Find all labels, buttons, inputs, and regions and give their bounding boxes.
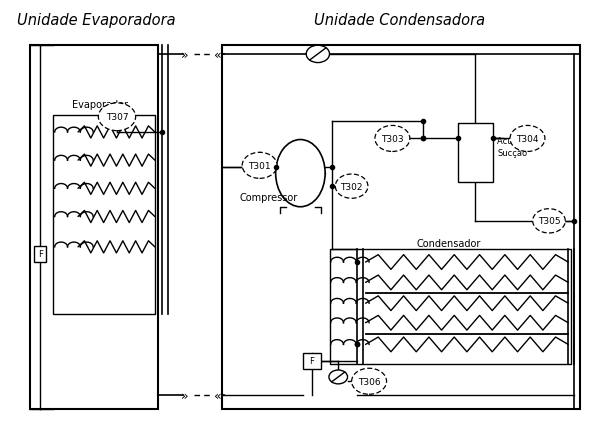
Bar xyxy=(222,46,580,410)
Text: Evaporador: Evaporador xyxy=(72,99,127,109)
Circle shape xyxy=(533,209,565,233)
Text: T304: T304 xyxy=(516,135,539,144)
Text: Unidade Condensadora: Unidade Condensadora xyxy=(314,13,485,28)
Circle shape xyxy=(375,126,410,152)
Bar xyxy=(53,115,155,314)
Circle shape xyxy=(329,370,347,384)
Text: T305: T305 xyxy=(538,217,560,226)
Circle shape xyxy=(352,368,386,395)
Text: «: « xyxy=(214,48,221,61)
Bar xyxy=(329,250,571,364)
Circle shape xyxy=(242,153,277,179)
Text: Unidade Evaporadora: Unidade Evaporadora xyxy=(17,13,176,28)
Circle shape xyxy=(335,174,368,199)
Text: Condensador: Condensador xyxy=(417,238,481,248)
Circle shape xyxy=(510,126,545,152)
Bar xyxy=(457,124,493,182)
Circle shape xyxy=(99,104,136,132)
Text: «: « xyxy=(214,389,221,402)
Ellipse shape xyxy=(276,140,325,207)
Text: Compressor: Compressor xyxy=(239,193,297,203)
Text: »: » xyxy=(181,389,189,402)
Bar xyxy=(303,353,321,369)
Text: Acum. de
Sucção: Acum. de Sucção xyxy=(497,137,537,158)
Text: T301: T301 xyxy=(248,161,271,171)
Text: F: F xyxy=(310,357,315,365)
Text: T302: T302 xyxy=(340,182,363,191)
Bar xyxy=(30,46,158,410)
Bar xyxy=(34,246,46,263)
Text: »: » xyxy=(181,48,189,61)
Text: F: F xyxy=(38,250,42,259)
Circle shape xyxy=(306,46,329,63)
Text: T303: T303 xyxy=(381,135,404,144)
Text: T306: T306 xyxy=(358,377,380,386)
Text: T307: T307 xyxy=(106,113,129,122)
